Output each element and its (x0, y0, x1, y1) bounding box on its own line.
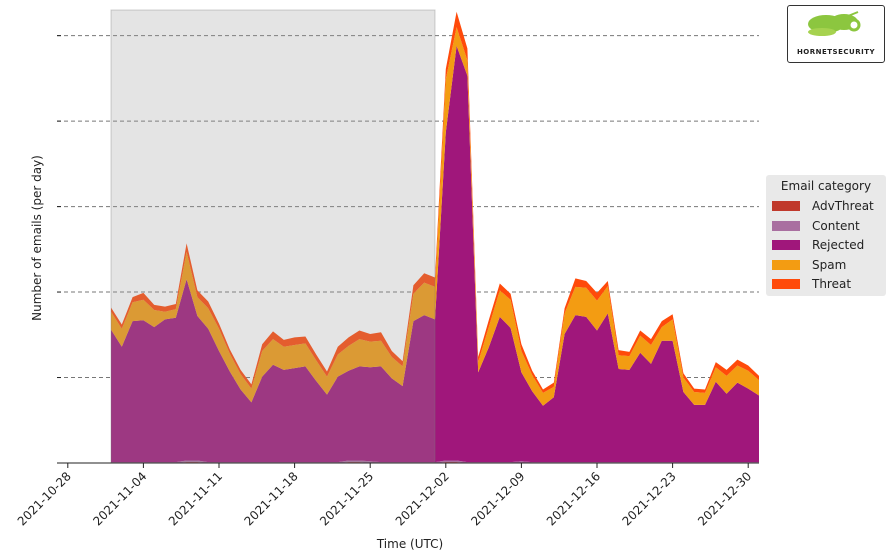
x-tick-label: 2021-12-09 (468, 469, 527, 528)
legend-swatch (772, 240, 800, 251)
legend-label: Content (812, 218, 860, 233)
x-ticks: 2021-10-28 2021-11-04 2021-11-11 2021-11-18… (15, 463, 754, 528)
hornet-icon (808, 11, 861, 36)
legend-swatch (772, 279, 800, 290)
logo-text: HORNETSECURITY (796, 48, 876, 56)
legend-label: Spam (812, 257, 847, 272)
area-content (111, 460, 759, 463)
x-tick-label: 2021-10-28 (15, 469, 74, 528)
x-tick-label: 2021-11-18 (242, 469, 301, 528)
legend-label: Threat (812, 277, 852, 292)
legend-item-advthreat: AdvThreat (772, 198, 874, 214)
x-tick-label: 2021-11-11 (166, 469, 225, 528)
legend-swatch (772, 220, 800, 231)
x-tick-label: 2021-11-25 (317, 469, 376, 528)
x-tick-label: 2021-12-23 (620, 469, 679, 528)
x-axis-title: Time (UTC) (376, 537, 443, 551)
hornetsecurity-logo: HORNETSECURITY (787, 5, 885, 63)
legend-title: Email category (780, 179, 872, 193)
area-threat (111, 11, 759, 393)
legend-item-rejected: Rejected (772, 237, 864, 253)
legend-swatch (772, 259, 800, 270)
x-tick-label: 2021-12-02 (393, 469, 452, 528)
legend-label: AdvThreat (812, 199, 874, 213)
area-rejected (111, 45, 759, 463)
highlight-span (110, 9, 436, 464)
x-tick-label: 2021-11-04 (90, 469, 149, 528)
x-tick-label: 2021-12-16 (544, 469, 603, 528)
legend-swatch (772, 201, 800, 211)
legend-item-spam: Spam (772, 257, 846, 273)
legend-item-threat: Threat (772, 276, 851, 292)
x-tick-label: 2021-12-30 (695, 469, 754, 528)
stacked-areas (111, 11, 759, 463)
area-spam (111, 27, 759, 406)
legend: Email category AdvThreat Content Rejected S… (766, 175, 886, 296)
legend-item-content: Content (772, 218, 860, 234)
legend-label: Rejected (812, 238, 865, 253)
y-axis-title: Number of emails (per day) (30, 155, 44, 321)
